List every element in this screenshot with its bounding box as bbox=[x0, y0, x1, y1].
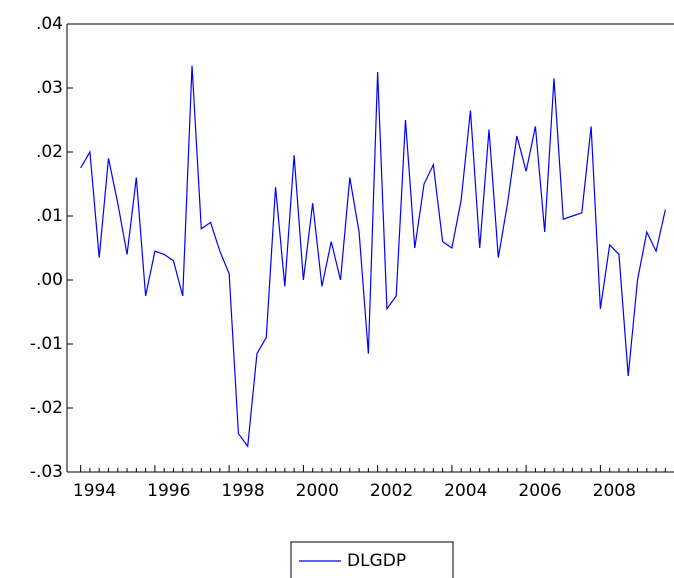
legend-label: DLGDP bbox=[347, 551, 406, 571]
y-tick-label: .00 bbox=[36, 270, 63, 290]
y-tick-label: .02 bbox=[36, 142, 63, 162]
x-tick-label: 2002 bbox=[370, 481, 413, 501]
y-tick-label: -.03 bbox=[30, 462, 63, 482]
y-tick-label: -.01 bbox=[30, 334, 63, 354]
y-tick-label: .04 bbox=[36, 14, 63, 34]
x-tick-label: 2004 bbox=[444, 481, 487, 501]
x-tick-label: 1996 bbox=[147, 481, 190, 501]
series-line bbox=[80, 65, 666, 449]
x-tick-label: 1998 bbox=[221, 481, 264, 501]
y-tick-label: -.02 bbox=[30, 398, 63, 418]
x-tick-label: 2000 bbox=[296, 481, 339, 501]
y-tick-label: .03 bbox=[36, 78, 63, 98]
x-tick-label: 1994 bbox=[73, 481, 116, 501]
x-tick-label: 2008 bbox=[593, 481, 636, 501]
y-tick-label: .01 bbox=[36, 206, 63, 226]
legend-box bbox=[290, 541, 454, 578]
x-tick-label: 2006 bbox=[518, 481, 561, 501]
